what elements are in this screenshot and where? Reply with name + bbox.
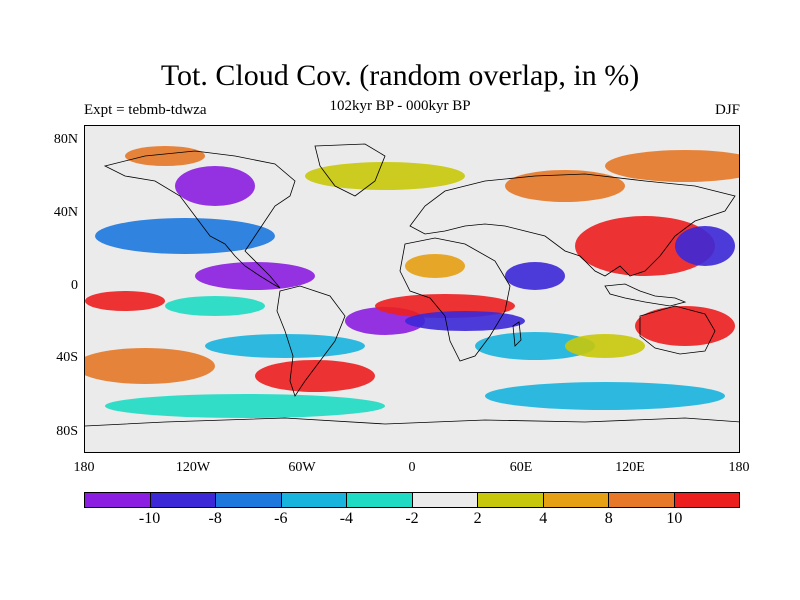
anomaly-region [605, 150, 739, 182]
colorbar-tick-label: 8 [604, 510, 613, 527]
colorbar-swatch [150, 493, 216, 507]
colorbar-tick-label: 10 [666, 510, 683, 527]
anomaly-region [105, 394, 385, 418]
colorbar-tick-label: 4 [539, 510, 548, 527]
lon-label-120e: 120E [615, 460, 645, 475]
colorbar-swatch [609, 493, 675, 507]
anomaly-region [255, 360, 375, 392]
anomaly-region [485, 382, 725, 410]
colorbar-tick-label: -10 [138, 510, 161, 527]
lon-label-180e: 180 [728, 460, 750, 475]
colorbar-swatch [412, 493, 478, 507]
anomaly-region [205, 334, 365, 358]
colorbar [84, 492, 740, 508]
anomaly-region [565, 334, 645, 358]
anomaly-region [85, 291, 165, 311]
anomaly-region [95, 218, 275, 254]
lat-label-40n: 40N [53, 205, 78, 220]
lat-label-80s: 80S [56, 424, 78, 439]
lat-label-80n: 80N [53, 132, 78, 147]
period-label: 102kyr BP - 000kyr BP [329, 98, 471, 114]
anomaly-region [675, 226, 735, 266]
coastlines [85, 143, 739, 427]
map-panel [84, 125, 740, 453]
colorbar-swatch [543, 493, 609, 507]
lon-label-180w: 180 [73, 460, 95, 475]
colorbar-tick-label: -8 [208, 510, 222, 527]
colorbar-swatch [347, 493, 413, 507]
lat-label-40s: 40S [56, 350, 78, 365]
colorbar-swatch [281, 493, 347, 507]
anomaly-region [165, 296, 265, 316]
anomaly-region [575, 216, 715, 276]
anomaly-region [405, 311, 525, 331]
lon-label-0: 0 [408, 460, 416, 475]
colorbar-tick-label: -6 [274, 510, 288, 527]
anomaly-region [85, 348, 215, 384]
anomaly-region [305, 162, 465, 190]
anomaly-region [195, 262, 315, 290]
lon-label-60e: 60E [509, 460, 533, 475]
anomaly-region [175, 166, 255, 206]
map-title: Tot. Cloud Cov. (random overlap, in %) [160, 59, 640, 92]
season-label: DJF [714, 102, 740, 118]
lon-label-60w: 60W [288, 460, 316, 475]
colorbar-tick-label: 2 [473, 510, 482, 527]
anomaly-region [505, 170, 625, 202]
colorbar-swatch [85, 493, 151, 507]
colorbar-swatch [674, 493, 739, 507]
anomaly-region [475, 332, 595, 360]
colorbar-swatch [478, 493, 544, 507]
colorbar-tick-label: -4 [339, 510, 354, 527]
map-field [85, 126, 739, 452]
anomaly-region [125, 146, 205, 166]
anomaly-region [635, 306, 735, 346]
anomaly-region [505, 262, 565, 290]
anomaly-region [405, 254, 465, 278]
lon-label-120w: 120W [175, 460, 211, 475]
lat-label-0: 0 [71, 278, 78, 293]
colorbar-swatch [216, 493, 282, 507]
colorbar-tick-label: -2 [405, 510, 419, 527]
experiment-label: Expt = tebmb-tdwza [84, 102, 207, 118]
